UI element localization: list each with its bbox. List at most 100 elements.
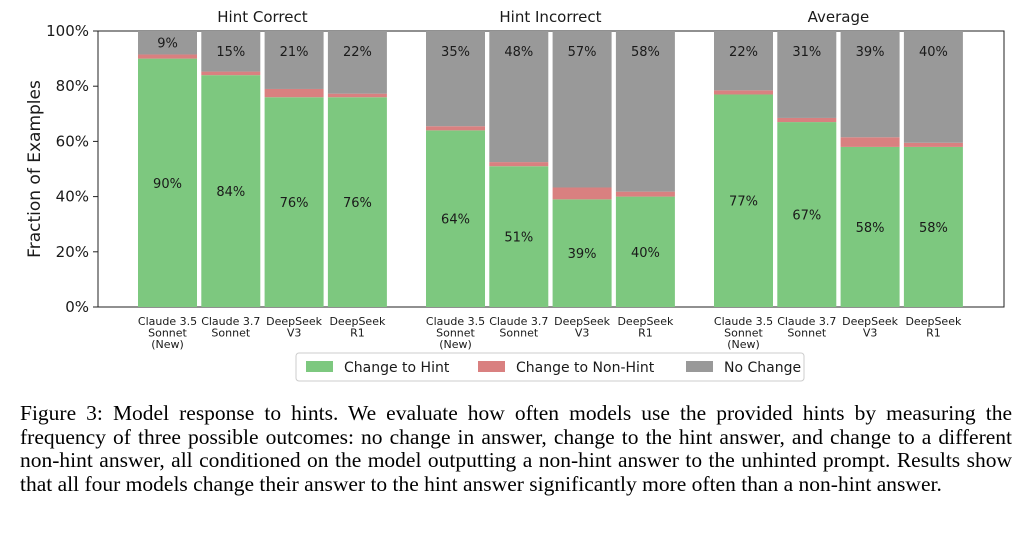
legend-label: Change to Non-Hint (516, 360, 655, 376)
y-tick-label: 80% (56, 77, 89, 95)
bar-segment-change-to-hint (327, 97, 387, 308)
x-tick-label: Sonnet (724, 327, 763, 340)
data-label: 90% (153, 177, 182, 192)
bar-segment-change-to-hint (426, 130, 485, 307)
x-tick-label: Claude 3.5 (138, 315, 197, 328)
data-label: 40% (919, 45, 948, 60)
bar-segment-change-to-non-hint (615, 191, 675, 197)
data-label: 15% (216, 45, 245, 60)
bar-segment-change-to-non-hint (489, 162, 549, 167)
data-label: 9% (157, 37, 178, 52)
group-title: Average (808, 8, 870, 26)
legend-label: No Change (724, 360, 801, 376)
bar-segment-no-change (840, 31, 900, 138)
bar-segment-change-to-non-hint (552, 187, 612, 200)
bar-segment-no-change (903, 31, 963, 143)
x-tick-label: DeepSeek (329, 315, 386, 328)
x-tick-label: (New) (151, 338, 184, 351)
stacked-bar-chart: 0% 20% 40% 60% 80% 100% Fraction of Examples Hi… (25, 8, 1005, 382)
bar-segment-no-change (552, 31, 612, 188)
bar-segment-change-to-hint (840, 146, 900, 307)
bar-segment-change-to-non-hint (426, 126, 485, 131)
y-tick-label: 100% (46, 22, 89, 40)
bar-segment-change-to-hint (615, 196, 675, 307)
x-tick-label: DeepSeek (266, 315, 323, 328)
bar-segment-change-to-non-hint (903, 142, 963, 147)
group-title: Hint Incorrect (499, 8, 601, 26)
data-label: 76% (280, 196, 309, 211)
x-tick-label: DeepSeek (905, 315, 962, 328)
bar-segment-change-to-non-hint (840, 137, 900, 147)
bar-segment-no-change (201, 31, 261, 72)
y-tick-label: 60% (56, 132, 89, 150)
bar-segment-change-to-non-hint (777, 117, 837, 123)
bar-segment-change-to-non-hint (264, 88, 324, 98)
data-label: 48% (504, 45, 533, 60)
bar-segment-no-change (426, 31, 485, 127)
bar-segment-change-to-hint (777, 122, 837, 307)
bar-segment-change-to-hint (138, 58, 197, 307)
data-label: 58% (919, 221, 948, 236)
y-axis-label: Fraction of Examples (25, 80, 45, 258)
bar-segment-change-to-hint (552, 199, 612, 307)
bar-segment-change-to-non-hint (327, 93, 387, 98)
data-label: 76% (343, 196, 372, 211)
x-tick-label: Sonnet (436, 327, 475, 340)
data-label: 84% (216, 185, 245, 200)
data-label: 35% (441, 45, 470, 60)
data-label: 58% (631, 45, 660, 60)
x-tick-label: Claude 3.7 (777, 315, 836, 328)
data-label: 31% (792, 45, 821, 60)
x-tick-label: V3 (863, 327, 878, 340)
x-tick-label: V3 (287, 327, 302, 340)
bar-segment-no-change (138, 31, 197, 55)
x-tick-label: Claude 3.7 (201, 315, 260, 328)
x-tick-label: Claude 3.7 (489, 315, 548, 328)
group-title: Hint Correct (217, 8, 307, 26)
plot-frame (97, 30, 1005, 308)
bar-segment-no-change (777, 31, 837, 118)
x-tick-label: Claude 3.5 (714, 315, 773, 328)
data-label: 77% (729, 195, 758, 210)
x-tick-label: R1 (926, 327, 941, 340)
bar-segment-change-to-hint (903, 146, 963, 307)
bar-segment-no-change (714, 31, 773, 91)
x-tick-label: Sonnet (787, 327, 826, 340)
data-label: 67% (792, 209, 821, 224)
bar-segment-change-to-non-hint (201, 71, 261, 76)
x-tick-label: DeepSeek (842, 315, 899, 328)
figure-caption: Figure 3: Model response to hints. We ev… (20, 401, 1012, 496)
x-tick-label: DeepSeek (617, 315, 674, 328)
legend-swatch (306, 361, 333, 372)
x-tick-label: Claude 3.5 (426, 315, 485, 328)
bar-segment-change-to-hint (714, 94, 773, 307)
bar-segment-no-change (489, 31, 549, 163)
legend-label: Change to Hint (344, 360, 450, 376)
bar-segment-no-change (615, 31, 675, 192)
data-label: 22% (343, 45, 372, 60)
data-label: 57% (568, 45, 597, 60)
x-tick-label: Sonnet (211, 327, 250, 340)
y-tick-label: 0% (65, 298, 89, 316)
data-label: 64% (441, 213, 470, 228)
y-tick-label: 40% (56, 188, 89, 206)
x-tick-label: Sonnet (499, 327, 538, 340)
x-tick-label: Sonnet (148, 327, 187, 340)
y-tick-label: 20% (56, 243, 89, 261)
x-tick-label: R1 (350, 327, 365, 340)
bar-segment-no-change (327, 31, 387, 94)
data-label: 22% (729, 45, 758, 60)
data-label: 39% (568, 247, 597, 262)
bar-segment-change-to-hint (489, 166, 549, 307)
bar-segment-change-to-hint (201, 75, 261, 307)
data-label: 21% (280, 45, 309, 60)
legend-box (295, 352, 805, 382)
x-tick-label: DeepSeek (554, 315, 611, 328)
x-tick-label: (New) (439, 338, 472, 351)
data-label: 40% (631, 246, 660, 261)
x-tick-label: V3 (575, 327, 590, 340)
data-label: 51% (504, 231, 533, 246)
bar-segment-change-to-non-hint (714, 90, 773, 95)
x-tick-label: R1 (638, 327, 653, 340)
bar-segment-no-change (264, 31, 324, 89)
